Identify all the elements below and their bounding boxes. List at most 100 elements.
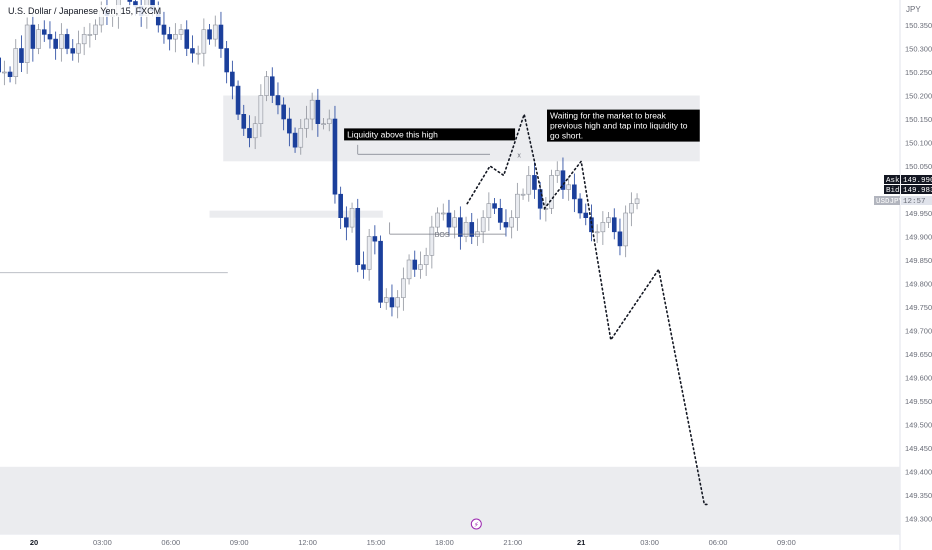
candle[interactable]: [606, 217, 611, 223]
candle[interactable]: [515, 193, 520, 218]
demand-zone[interactable]: [209, 210, 383, 218]
candle[interactable]: [423, 255, 429, 266]
candle[interactable]: [218, 24, 224, 49]
candle[interactable]: [452, 217, 457, 228]
candle[interactable]: [224, 48, 229, 73]
candle[interactable]: [258, 95, 264, 125]
candle[interactable]: [241, 114, 247, 129]
candle[interactable]: [372, 236, 378, 242]
candle[interactable]: [600, 222, 606, 233]
candle[interactable]: [59, 34, 64, 49]
candle[interactable]: [344, 217, 349, 228]
candle[interactable]: [287, 118, 292, 134]
candle[interactable]: [207, 29, 212, 40]
candle[interactable]: [469, 222, 475, 237]
candle[interactable]: [520, 193, 526, 196]
candle[interactable]: [7, 71, 13, 77]
candle[interactable]: [480, 217, 486, 233]
candle[interactable]: [230, 71, 235, 87]
candle[interactable]: [309, 99, 315, 120]
candle[interactable]: [298, 128, 304, 148]
candle[interactable]: [566, 184, 571, 190]
plot-area[interactable]: [0, 0, 900, 534]
candle[interactable]: [435, 212, 440, 228]
candle[interactable]: [161, 24, 167, 35]
candle[interactable]: [53, 38, 58, 49]
candle[interactable]: [355, 208, 361, 266]
candle[interactable]: [629, 203, 634, 214]
candle[interactable]: [184, 29, 190, 49]
candle[interactable]: [509, 217, 514, 228]
candle[interactable]: [252, 123, 258, 139]
candle[interactable]: [401, 278, 406, 298]
candle[interactable]: [321, 123, 326, 125]
candle[interactable]: [446, 212, 452, 228]
candle[interactable]: [412, 259, 418, 270]
candle[interactable]: [623, 212, 628, 247]
candle[interactable]: [549, 175, 554, 209]
projection-path[interactable]: [466, 111, 710, 506]
candle[interactable]: [326, 118, 332, 124]
candle[interactable]: [418, 264, 423, 270]
candle[interactable]: [338, 193, 343, 218]
candle[interactable]: [560, 170, 566, 190]
candle[interactable]: [395, 297, 400, 308]
candle[interactable]: [406, 259, 412, 280]
candle[interactable]: [361, 264, 366, 270]
plan-note-box[interactable]: [547, 109, 700, 142]
candle[interactable]: [235, 85, 241, 115]
candle[interactable]: [378, 240, 383, 303]
candle[interactable]: [583, 212, 589, 218]
candle[interactable]: [611, 217, 617, 233]
candle[interactable]: [463, 222, 469, 237]
candle[interactable]: [19, 48, 24, 63]
candle[interactable]: [247, 128, 252, 139]
candle[interactable]: [486, 203, 492, 219]
candle[interactable]: [36, 29, 41, 49]
candle[interactable]: [537, 189, 543, 209]
candle[interactable]: [332, 118, 338, 195]
candle[interactable]: [0, 57, 1, 73]
candle[interactable]: [315, 99, 321, 124]
candle[interactable]: [458, 217, 463, 237]
candle[interactable]: [349, 208, 355, 228]
lightning-icon[interactable]: [470, 518, 482, 530]
candle[interactable]: [594, 231, 600, 234]
candle[interactable]: [127, 0, 133, 2]
candle[interactable]: [383, 297, 389, 303]
candle[interactable]: [526, 175, 532, 195]
candle[interactable]: [47, 34, 53, 40]
candle[interactable]: [532, 175, 537, 190]
candle[interactable]: [503, 222, 509, 228]
candle[interactable]: [264, 76, 269, 96]
candle[interactable]: [492, 203, 497, 209]
candle[interactable]: [497, 208, 503, 223]
candle[interactable]: [201, 29, 207, 54]
candle[interactable]: [275, 95, 281, 106]
candle[interactable]: [543, 208, 549, 210]
candle[interactable]: [572, 184, 577, 200]
candle[interactable]: [30, 24, 36, 49]
candle[interactable]: [440, 212, 446, 215]
candle[interactable]: [366, 236, 372, 270]
candle[interactable]: [589, 217, 594, 233]
candle[interactable]: [190, 48, 195, 54]
candle[interactable]: [178, 29, 184, 35]
candle[interactable]: [167, 34, 172, 40]
candle[interactable]: [554, 170, 560, 176]
candle[interactable]: [304, 118, 309, 129]
candle[interactable]: [292, 132, 298, 148]
candle[interactable]: [195, 52, 201, 55]
candle[interactable]: [81, 34, 87, 45]
candle[interactable]: [212, 24, 218, 40]
candle[interactable]: [634, 198, 640, 204]
candle[interactable]: [269, 76, 275, 96]
candle[interactable]: [173, 34, 178, 40]
candle[interactable]: [93, 24, 98, 35]
target-zone[interactable]: [0, 466, 900, 534]
candle[interactable]: [577, 198, 583, 214]
candle[interactable]: [13, 48, 19, 78]
symbol-title[interactable]: U.S. Dollar / Japanese Yen, 15, FXCM: [6, 5, 164, 17]
candle[interactable]: [64, 34, 70, 49]
